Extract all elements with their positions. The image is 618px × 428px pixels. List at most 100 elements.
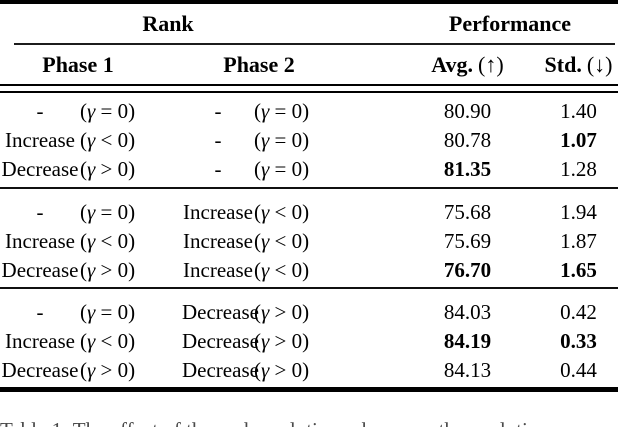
phase2-cond: (γ = 0)	[254, 128, 310, 152]
table-group-1: - (γ = 0) - (γ = 0) 80.90 1.40 Increase …	[0, 93, 618, 187]
phase2-cond: (γ > 0)	[254, 358, 310, 382]
avg-value: 84.13	[443, 358, 492, 382]
gamma-symbol: γ	[87, 329, 96, 353]
gamma-symbol: γ	[261, 200, 270, 224]
col-group-performance: Performance	[448, 10, 572, 36]
gamma-symbol: γ	[87, 157, 96, 181]
phase2-cond: (γ > 0)	[254, 329, 310, 353]
phase1-word: -	[36, 200, 44, 224]
col-header-avg: Avg. (↑)	[336, 52, 533, 78]
column-gap	[156, 356, 182, 385]
avg-value: 76.70	[443, 258, 492, 282]
phase1-word: Decrease	[1, 258, 79, 282]
table-row: - (γ = 0) - (γ = 0) 80.90 1.40	[0, 97, 618, 126]
gamma-symbol: γ	[87, 229, 96, 253]
phase1-word: -	[36, 99, 44, 123]
table-row: Increase (γ < 0) Increase (γ < 0) 75.69 …	[0, 227, 618, 256]
column-gap	[156, 256, 182, 285]
table-body: - (γ = 0) - (γ = 0) 80.90 1.40 Increase …	[0, 93, 618, 387]
down-arrow-icon: (↓)	[586, 51, 613, 77]
std-value: 1.28	[560, 157, 597, 181]
std-value: 1.40	[560, 99, 597, 123]
phase2-cond: (γ = 0)	[254, 157, 310, 181]
avg-label: Avg.	[431, 51, 474, 77]
phase1-cond: (γ > 0)	[80, 258, 136, 282]
phase1-cond: (γ = 0)	[80, 99, 136, 123]
phase1-word: -	[36, 300, 44, 324]
table-row: Increase (γ < 0) Decrease (γ > 0) 84.19 …	[0, 327, 618, 356]
header-group-row: Rank Performance	[0, 4, 618, 43]
std-value: 1.07	[560, 128, 597, 152]
phase1-cond: (γ > 0)	[80, 358, 136, 382]
col-header-std: Std. (↓)	[533, 52, 618, 78]
gamma-symbol: γ	[87, 258, 96, 282]
phase1-cond: (γ < 0)	[80, 329, 136, 353]
column-gap	[156, 327, 182, 356]
gamma-symbol: γ	[87, 99, 96, 123]
avg-value: 75.68	[443, 200, 492, 224]
table-caption-fragment: Table 1: The effect of the rank evolutio…	[0, 418, 618, 427]
std-value: 0.33	[560, 329, 597, 353]
phase1-cond: (γ < 0)	[80, 229, 136, 253]
std-value: 1.94	[560, 200, 597, 224]
gamma-symbol: γ	[87, 128, 96, 152]
avg-value: 80.90	[443, 99, 492, 123]
gamma-symbol: γ	[261, 358, 270, 382]
col-group-rank: Rank	[142, 10, 194, 36]
gamma-symbol: γ	[87, 200, 96, 224]
top-rule	[0, 0, 618, 4]
gamma-symbol: γ	[87, 358, 96, 382]
double-rule	[0, 84, 618, 93]
avg-value: 84.03	[443, 300, 492, 324]
phase1-word: Increase	[5, 329, 75, 353]
header-mid-rule	[14, 43, 615, 45]
up-arrow-icon: (↑)	[478, 51, 504, 77]
phase1-cond: (γ < 0)	[80, 128, 136, 152]
gamma-symbol: γ	[87, 300, 96, 324]
phase1-cond: (γ > 0)	[80, 157, 136, 181]
col-header-phase1: Phase 1	[42, 51, 114, 77]
std-label: Std.	[544, 51, 582, 77]
std-value: 1.87	[560, 229, 597, 253]
group-separator-rule	[0, 187, 618, 189]
table-row: Decrease (γ > 0) - (γ = 0) 81.35 1.28	[0, 155, 618, 184]
gamma-symbol: γ	[261, 99, 270, 123]
phase2-word: Increase	[183, 258, 253, 282]
phase1-word: Decrease	[1, 157, 79, 181]
phase2-word: -	[214, 157, 222, 181]
std-value: 1.65	[560, 258, 597, 282]
phase2-cond: (γ < 0)	[254, 229, 310, 253]
phase2-cond: (γ < 0)	[254, 200, 310, 224]
phase2-word: Decrease	[182, 358, 259, 382]
phase2-word: Increase	[183, 200, 253, 224]
column-gap	[156, 126, 182, 155]
phase2-cond: (γ = 0)	[254, 99, 310, 123]
phase1-cond: (γ = 0)	[80, 200, 136, 224]
phase2-word: -	[214, 99, 222, 123]
avg-value: 75.69	[443, 229, 492, 253]
column-header-row: Phase 1 Phase 2 Avg. (↑) Std. (↓)	[0, 45, 618, 84]
avg-value: 81.35	[443, 157, 492, 181]
table-row: Decrease (γ > 0) Increase (γ < 0) 76.70 …	[0, 256, 618, 285]
gamma-symbol: γ	[261, 258, 270, 282]
phase1-word: Decrease	[1, 358, 79, 382]
table-group-2: - (γ = 0) Increase (γ < 0) 75.68 1.94 In…	[0, 189, 618, 287]
column-gap	[156, 298, 182, 327]
table-row: - (γ = 0) Decrease (γ > 0) 84.03 0.42	[0, 298, 618, 327]
avg-value: 80.78	[443, 128, 492, 152]
col-header-phase2: Phase 2	[223, 51, 295, 77]
table-group-3: - (γ = 0) Decrease (γ > 0) 84.03 0.42 In…	[0, 289, 618, 387]
table-row: Decrease (γ > 0) Decrease (γ > 0) 84.13 …	[0, 356, 618, 385]
column-gap	[156, 97, 182, 126]
avg-value: 84.19	[443, 329, 492, 353]
gamma-symbol: γ	[261, 128, 270, 152]
std-value: 0.44	[560, 358, 597, 382]
phase2-word: -	[214, 128, 222, 152]
gamma-symbol: γ	[261, 300, 270, 324]
phase1-cond: (γ = 0)	[80, 300, 136, 324]
phase2-word: Decrease	[182, 300, 259, 324]
table-row: - (γ = 0) Increase (γ < 0) 75.68 1.94	[0, 198, 618, 227]
phase1-word: Increase	[5, 128, 75, 152]
phase1-word: Increase	[5, 229, 75, 253]
